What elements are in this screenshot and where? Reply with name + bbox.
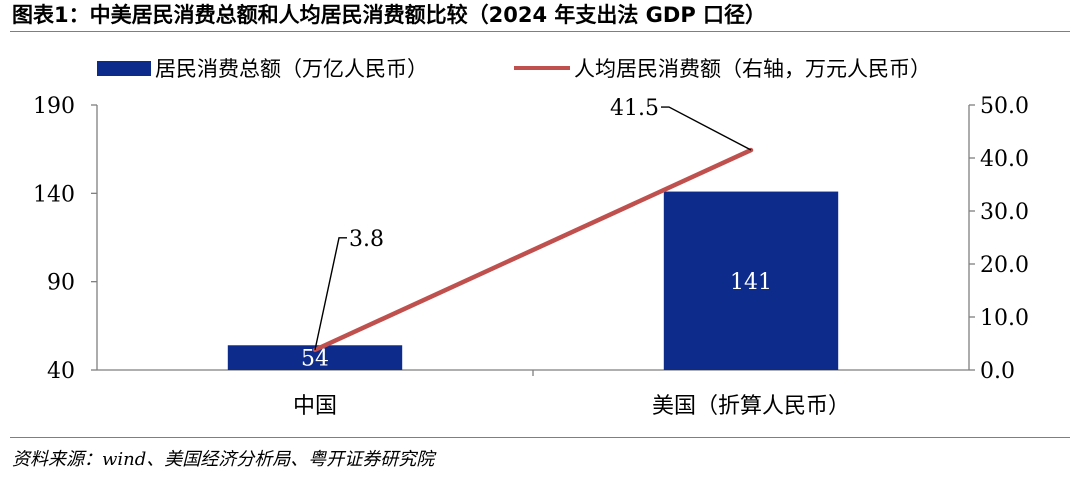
left-tick-label: 140	[33, 182, 75, 207]
right-tick-label: 10.0	[980, 306, 1029, 331]
bar-value-label: 141	[730, 270, 772, 295]
line-path	[312, 147, 754, 353]
source-note: 资料来源：wind、美国经济分析局、粤开证券研究院	[12, 449, 435, 470]
left-tick-label: 40	[47, 359, 75, 384]
left-tick-label: 90	[47, 271, 75, 296]
title-divider	[10, 31, 1070, 32]
right-tick-label: 50.0	[980, 94, 1029, 119]
right-tick-label: 0.0	[980, 359, 1015, 384]
legend-bar-swatch	[97, 61, 151, 76]
category-axis-labels: 中国 美国（折算人民币）	[293, 394, 850, 419]
category-label: 美国（折算人民币）	[652, 394, 850, 419]
bar	[663, 191, 839, 370]
right-tick-label: 20.0	[980, 253, 1029, 278]
right-axis-ticks: 0.0 10.0 20.0 30.0 40.0 50.0	[969, 94, 1029, 384]
legend-line-label: 人均居民消费额（右轴，万元人民币）	[574, 57, 931, 81]
chart-title: 图表1：中美居民消费总额和人均居民消费额比较（2024 年支出法 GDP 口径）	[12, 3, 767, 27]
category-label: 中国	[293, 394, 337, 419]
axes	[96, 105, 970, 376]
footer-divider	[10, 437, 1070, 438]
callout-leader	[314, 237, 347, 351]
legend-bar-label: 居民消费总额（万亿人民币）	[155, 57, 428, 81]
line-data-labels: 3.8 41.5	[314, 96, 752, 351]
left-tick-label: 190	[33, 94, 75, 119]
right-tick-label: 30.0	[980, 200, 1029, 225]
line-value-label: 41.5	[610, 96, 659, 121]
line-value-label: 3.8	[349, 227, 384, 252]
callout-leader	[661, 106, 752, 151]
line-series	[312, 147, 754, 353]
left-axis-ticks: 40 90 140 190	[33, 94, 97, 384]
chart: 居民消费总额（万亿人民币） 人均居民消费额（右轴，万元人民币） 40 90 140 1…	[33, 57, 1029, 419]
right-tick-label: 40.0	[980, 147, 1029, 172]
